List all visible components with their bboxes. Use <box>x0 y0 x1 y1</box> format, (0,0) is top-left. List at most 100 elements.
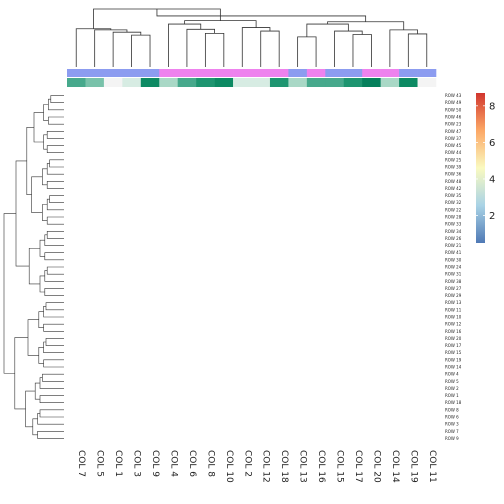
colorbar-tick-label: 4 <box>489 174 495 185</box>
column-dendrogram-branch <box>112 31 142 67</box>
row-label: ROW 30 <box>445 257 462 262</box>
row-dendrogram-branch <box>38 311 44 329</box>
column-dendrogram-branch <box>75 28 112 67</box>
column-labels: COL 7 COL 5 COL 1 COL 3 COL 9 COL 4 COL 6 COL 8… <box>76 450 437 483</box>
row-dendrogram-branch <box>42 168 48 186</box>
column-label: COL 5 <box>95 450 105 477</box>
row-label: ROW 50 <box>445 107 462 112</box>
row-label: ROW 27 <box>445 286 462 291</box>
colorbar-tick-label: 6 <box>489 138 495 149</box>
column-group-cell <box>214 69 234 77</box>
column-dendrogram-branch <box>407 33 428 67</box>
row-dendrogram-branch <box>50 95 64 104</box>
row-dendrogram-branch <box>33 112 44 143</box>
row-label: ROW 25 <box>445 157 462 162</box>
column-group-cell <box>159 69 178 77</box>
row-label: ROW 48 <box>445 179 462 184</box>
row-dendrogram-branch <box>44 234 64 246</box>
column-dendrogram-branch <box>327 21 405 30</box>
row-label: ROW 5 <box>445 379 459 384</box>
row-dendrogram-branch <box>43 341 64 354</box>
column-label: COL 18 <box>279 450 289 483</box>
row-label: ROW 23 <box>445 122 462 127</box>
row-dendrogram-branch <box>31 176 43 213</box>
row-dendrogram-branch <box>37 413 64 425</box>
row-label: ROW 15 <box>445 350 462 355</box>
column-group-cell <box>177 69 197 77</box>
row-dendrogram-branch <box>44 270 64 282</box>
row-dendrogram-branch <box>39 275 45 293</box>
column-value-cell <box>85 78 105 87</box>
row-dendrogram-branch <box>27 319 39 356</box>
row-dendrogram <box>3 95 64 439</box>
row-dendrogram-branch <box>42 204 48 221</box>
column-value-cell <box>362 78 381 87</box>
row-dendrogram-branch <box>28 247 40 285</box>
row-dendrogram-branch <box>43 305 64 318</box>
column-group-cell <box>233 69 252 77</box>
column-dendrogram-branch <box>186 28 215 67</box>
row-dendrogram-branch <box>15 160 30 267</box>
column-label: COL 2 <box>242 450 252 477</box>
column-dendrogram <box>75 8 428 67</box>
column-label: COL 14 <box>390 450 400 483</box>
column-label: COL 16 <box>316 450 326 483</box>
row-label: ROW 19 <box>445 357 462 362</box>
row-label: ROW 37 <box>445 136 462 141</box>
row-label: ROW 16 <box>445 329 462 334</box>
column-value-cell <box>233 78 252 87</box>
row-label: ROW 38 <box>445 279 462 284</box>
row-label: ROW 3 <box>445 422 459 427</box>
column-group-cell <box>399 69 418 77</box>
column-dendrogram-branch <box>297 36 317 67</box>
column-group-cell <box>288 69 308 77</box>
row-dendrogram-branch <box>44 288 64 296</box>
column-dendrogram-branch <box>306 23 349 37</box>
row-label: ROW 43 <box>445 93 462 98</box>
column-label: COL 19 <box>408 450 418 483</box>
colorbar-legend: 2 4 6 8 <box>476 93 495 243</box>
row-dendrogram-branch <box>32 418 38 436</box>
column-dendrogram-branch <box>168 23 202 67</box>
row-dendrogram-branch <box>46 145 64 154</box>
row-label: ROW 35 <box>445 193 462 198</box>
column-group-cell <box>362 69 381 77</box>
column-label: COL 15 <box>335 450 345 483</box>
row-dendrogram-branch <box>46 266 64 275</box>
column-dendrogram-branch <box>352 34 372 67</box>
column-label: COL 10 <box>224 450 234 483</box>
row-label: ROW 33 <box>445 222 462 227</box>
row-label: ROW 31 <box>445 272 462 277</box>
column-label: COL 13 <box>298 450 308 483</box>
column-group-cell <box>67 69 86 77</box>
row-label: ROW 18 <box>445 400 462 405</box>
row-dendrogram-branch <box>38 347 44 364</box>
column-dendrogram-branch <box>94 29 128 67</box>
row-label: ROW 8 <box>445 407 459 412</box>
row-label: ROW 4 <box>445 372 459 377</box>
row-dendrogram-branch <box>39 409 64 418</box>
column-label: COL 6 <box>187 450 197 477</box>
column-label: COL 17 <box>353 450 363 483</box>
row-dendrogram-branch <box>26 126 34 195</box>
column-value-cell <box>122 78 142 87</box>
row-label: ROW 24 <box>445 265 462 270</box>
row-label: ROW 1 <box>445 393 459 398</box>
row-dendrogram-branch <box>45 338 64 346</box>
row-label: ROW 14 <box>445 365 462 370</box>
row-dendrogram-branch <box>49 195 64 204</box>
column-value-cell <box>417 78 437 87</box>
column-value-cell <box>288 78 308 87</box>
column-value-cell <box>306 78 326 87</box>
row-dendrogram-branch <box>48 116 64 125</box>
row-label: ROW 9 <box>445 436 459 441</box>
column-dendrogram-branch <box>389 29 418 67</box>
row-label: ROW 22 <box>445 207 462 212</box>
row-label: ROW 13 <box>445 300 462 305</box>
row-label: ROW 32 <box>445 200 462 205</box>
row-dendrogram-branch <box>44 252 64 261</box>
column-value-cell <box>103 78 123 87</box>
row-label: ROW 34 <box>445 229 462 234</box>
row-dendrogram-branch <box>43 359 64 368</box>
